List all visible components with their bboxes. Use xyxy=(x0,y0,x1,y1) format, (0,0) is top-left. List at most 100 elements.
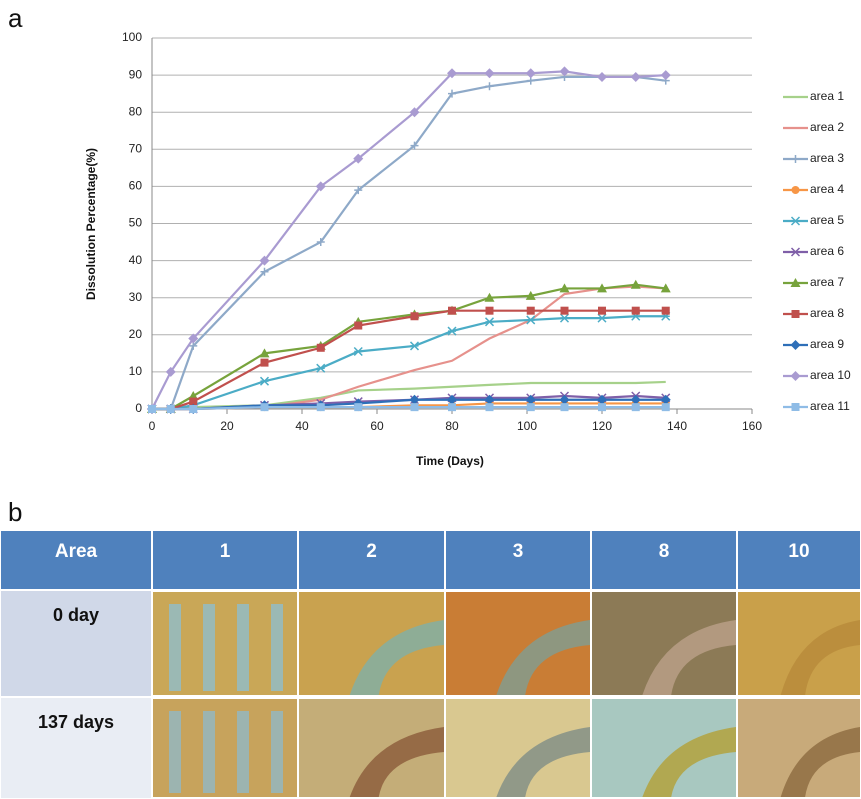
marker xyxy=(167,405,175,413)
header-text: 1 xyxy=(220,541,231,562)
series-line xyxy=(152,71,666,409)
marker xyxy=(317,403,325,411)
marker xyxy=(598,307,606,315)
marker xyxy=(601,382,603,384)
y-tick-label: 70 xyxy=(129,141,143,155)
header-text: 10 xyxy=(788,541,809,562)
panel-label: a xyxy=(8,3,23,33)
photo-detail xyxy=(237,711,249,793)
legend-label: area 9 xyxy=(810,337,844,351)
marker xyxy=(527,403,535,411)
x-tick-label: 100 xyxy=(517,419,537,433)
marker xyxy=(792,310,800,318)
marker xyxy=(354,322,362,330)
marker xyxy=(485,68,495,78)
y-tick-label: 60 xyxy=(129,179,143,193)
marker xyxy=(357,389,359,391)
marker xyxy=(792,155,800,163)
x-tick-label: 160 xyxy=(742,419,762,433)
marker xyxy=(632,307,640,315)
marker xyxy=(661,70,671,80)
y-tick-label: 50 xyxy=(129,216,143,230)
marker xyxy=(561,403,569,411)
marker xyxy=(561,314,569,322)
x-tick-label: 20 xyxy=(220,419,234,433)
series-line xyxy=(152,287,666,409)
series-line xyxy=(152,77,666,409)
y-axis-title: Dissolution Percentage(%) xyxy=(84,148,98,300)
marker xyxy=(148,405,156,413)
marker xyxy=(598,314,606,322)
y-tick-label: 20 xyxy=(129,327,143,341)
photo-detail xyxy=(237,604,249,691)
row-header-text: 137 days xyxy=(38,712,114,732)
marker xyxy=(792,403,800,411)
marker xyxy=(564,293,566,295)
legend-label: area 6 xyxy=(810,244,844,258)
series-line xyxy=(152,316,666,409)
legend-label: area 7 xyxy=(810,275,844,289)
marker xyxy=(486,403,494,411)
marker xyxy=(486,318,494,326)
x-tick-label: 140 xyxy=(667,419,687,433)
marker xyxy=(632,403,640,411)
marker xyxy=(261,359,269,367)
marker xyxy=(530,382,532,384)
marker xyxy=(261,403,269,411)
legend-label: area 11 xyxy=(810,399,850,413)
photo-detail xyxy=(169,604,181,691)
panel-label: b xyxy=(8,497,22,527)
marker xyxy=(635,382,637,384)
marker xyxy=(597,72,607,82)
marker xyxy=(354,347,362,355)
y-tick-label: 40 xyxy=(129,253,143,267)
y-tick-label: 80 xyxy=(129,104,143,118)
row-header-text: 0 day xyxy=(53,605,99,625)
marker xyxy=(561,307,569,315)
marker xyxy=(411,403,419,411)
marker xyxy=(489,384,491,386)
y-tick-label: 90 xyxy=(129,67,143,81)
x-tick-label: 0 xyxy=(149,419,156,433)
x-axis-title: Time (Days) xyxy=(416,454,484,468)
header-text: 8 xyxy=(659,541,670,562)
legend-label: area 8 xyxy=(810,306,844,320)
photo-detail xyxy=(271,711,283,793)
marker xyxy=(414,369,416,371)
y-tick-label: 0 xyxy=(135,401,142,415)
marker xyxy=(792,217,800,225)
marker xyxy=(448,403,456,411)
marker xyxy=(791,340,801,350)
legend-label: area 1 xyxy=(810,89,844,103)
marker xyxy=(414,388,416,390)
marker xyxy=(261,377,269,385)
legend-label: area 2 xyxy=(810,120,844,134)
marker xyxy=(317,344,325,352)
marker xyxy=(791,371,801,381)
photo-detail xyxy=(203,711,215,793)
header-text: Area xyxy=(55,541,98,562)
marker xyxy=(631,72,641,82)
header-text: 2 xyxy=(366,541,377,562)
x-tick-label: 80 xyxy=(445,419,459,433)
x-tick-label: 60 xyxy=(370,419,384,433)
legend-label: area 10 xyxy=(810,368,851,382)
photo-detail xyxy=(271,604,283,691)
marker xyxy=(451,386,453,388)
legend-label: area 5 xyxy=(810,213,844,227)
marker xyxy=(411,342,419,350)
marker xyxy=(448,307,456,315)
x-tick-label: 120 xyxy=(592,419,612,433)
y-tick-label: 30 xyxy=(129,290,143,304)
legend-label: area 3 xyxy=(810,151,844,165)
x-tick-label: 40 xyxy=(295,419,309,433)
marker xyxy=(527,307,535,315)
legend-label: area 4 xyxy=(810,182,844,196)
marker xyxy=(486,82,494,90)
marker xyxy=(317,364,325,372)
photo-detail xyxy=(203,604,215,691)
marker xyxy=(564,382,566,384)
marker xyxy=(357,386,359,388)
marker xyxy=(662,307,670,315)
y-tick-label: 100 xyxy=(122,30,142,44)
